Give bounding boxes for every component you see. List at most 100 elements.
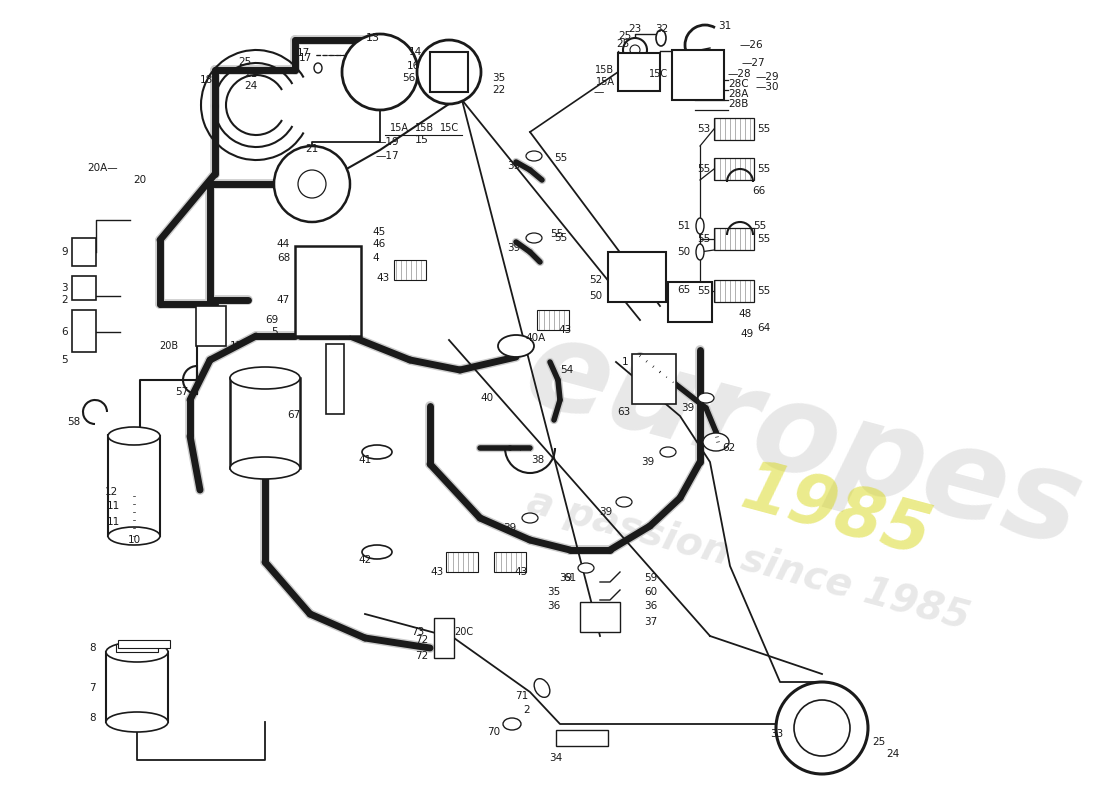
Text: 43: 43: [376, 273, 390, 283]
Text: 8: 8: [89, 643, 96, 653]
Text: 39: 39: [681, 403, 694, 413]
Circle shape: [274, 146, 350, 222]
Text: 40: 40: [480, 393, 493, 403]
Ellipse shape: [108, 527, 159, 545]
Text: 20A—: 20A—: [87, 163, 118, 173]
Text: 68: 68: [277, 253, 290, 263]
Text: 15C: 15C: [649, 69, 668, 79]
Text: 51: 51: [676, 221, 690, 231]
Text: 60: 60: [644, 587, 657, 597]
Text: 13: 13: [366, 33, 379, 43]
Text: 9: 9: [62, 247, 68, 257]
Bar: [714, 280, 754, 302]
Text: 55: 55: [754, 221, 767, 231]
Text: 50: 50: [676, 247, 690, 257]
Bar: [618, 53, 660, 91]
Text: 2: 2: [524, 705, 530, 715]
Text: 73: 73: [410, 627, 424, 637]
Text: 57: 57: [175, 387, 188, 397]
Text: 21: 21: [244, 69, 257, 79]
Text: 11: 11: [107, 517, 120, 527]
Text: 72: 72: [415, 651, 428, 661]
Text: 55: 55: [696, 234, 710, 244]
Text: 17: 17: [297, 48, 310, 58]
Text: —19: —19: [376, 137, 399, 147]
Text: 55: 55: [696, 164, 710, 174]
Ellipse shape: [362, 545, 392, 559]
Text: 52: 52: [588, 275, 602, 285]
Circle shape: [794, 700, 850, 756]
Text: 72: 72: [415, 635, 428, 645]
Text: 1985: 1985: [734, 454, 938, 570]
Text: 35: 35: [547, 587, 560, 597]
Text: 39: 39: [507, 243, 520, 253]
Text: 54: 54: [560, 365, 573, 375]
Text: 40A: 40A: [525, 333, 546, 343]
Ellipse shape: [696, 244, 704, 260]
Bar: [72, 276, 96, 300]
Text: 36: 36: [644, 601, 658, 611]
Ellipse shape: [696, 282, 704, 298]
Text: 42: 42: [359, 555, 372, 565]
Text: 43: 43: [514, 567, 527, 577]
Text: 15B: 15B: [595, 65, 614, 75]
Text: 55: 55: [757, 124, 770, 134]
Text: 25: 25: [618, 31, 631, 41]
Ellipse shape: [230, 457, 300, 479]
Bar: [580, 602, 620, 632]
Bar: [537, 310, 569, 330]
Bar: [632, 354, 676, 404]
Text: 56: 56: [402, 73, 415, 83]
Circle shape: [776, 682, 868, 774]
Text: 28A: 28A: [728, 89, 748, 99]
Text: 71: 71: [515, 691, 528, 701]
Text: 1: 1: [621, 357, 628, 367]
Bar: [434, 618, 454, 658]
Text: —26: —26: [740, 40, 763, 50]
Bar: [326, 344, 344, 414]
Text: 35: 35: [492, 73, 505, 83]
Text: 21: 21: [305, 144, 318, 154]
Text: 62: 62: [722, 443, 735, 453]
Circle shape: [342, 34, 418, 110]
Text: 15C: 15C: [440, 123, 459, 133]
Bar: [446, 552, 478, 572]
Text: 53: 53: [696, 124, 710, 134]
Text: 2: 2: [62, 295, 68, 305]
Ellipse shape: [526, 151, 542, 161]
Text: 28B: 28B: [728, 99, 748, 109]
Text: 20B: 20B: [158, 341, 178, 351]
Text: 3: 3: [62, 283, 68, 293]
Text: 23: 23: [628, 24, 641, 34]
Text: 24: 24: [244, 81, 257, 91]
Ellipse shape: [698, 393, 714, 403]
Text: 6: 6: [62, 327, 68, 337]
Circle shape: [417, 40, 481, 104]
Text: 20C: 20C: [454, 627, 473, 637]
Text: 55: 55: [696, 286, 710, 296]
Text: 32: 32: [654, 24, 669, 34]
Ellipse shape: [696, 218, 704, 234]
Bar: [196, 306, 225, 346]
Bar: [108, 436, 159, 536]
Text: 12: 12: [104, 487, 118, 497]
Bar: [394, 260, 426, 280]
Text: 47: 47: [277, 295, 290, 305]
Text: 39: 39: [640, 457, 654, 467]
Text: 22: 22: [492, 85, 505, 95]
Text: 24: 24: [886, 749, 900, 759]
Ellipse shape: [522, 513, 538, 523]
Bar: [106, 652, 168, 722]
Text: 16: 16: [407, 61, 420, 71]
Text: 70: 70: [487, 727, 500, 737]
Text: 45: 45: [372, 227, 385, 237]
Text: a passion since 1985: a passion since 1985: [522, 482, 974, 638]
Ellipse shape: [230, 367, 300, 389]
Text: 33: 33: [770, 729, 783, 739]
Ellipse shape: [126, 490, 141, 498]
Ellipse shape: [526, 233, 542, 243]
Ellipse shape: [656, 30, 666, 46]
Ellipse shape: [126, 516, 141, 524]
Text: 25: 25: [616, 39, 629, 49]
Text: 31: 31: [718, 21, 732, 31]
